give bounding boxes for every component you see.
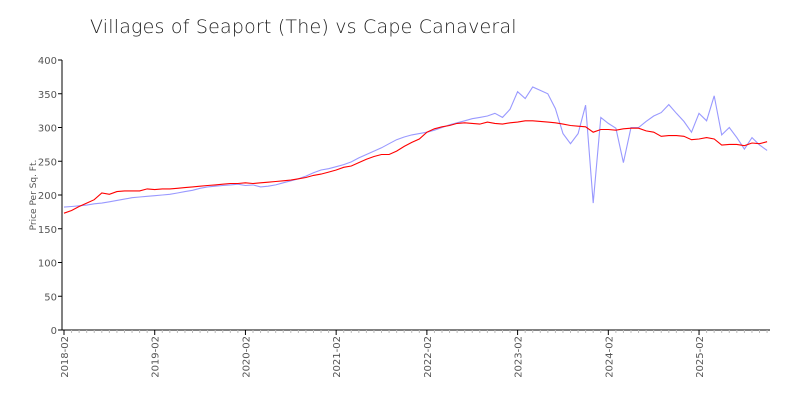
x-tick-label: 2019-02 [151,336,162,378]
y-tick-label: 400 [38,56,57,67]
x-tick-label: 2022-02 [423,336,434,378]
y-axis-label: Price Per Sq. Ft. [29,160,39,231]
x-tick-label: 2018-02 [60,336,71,378]
y-tick-label: 350 [38,90,57,101]
y-tick-label: 0 [51,326,57,337]
series-line-1 [63,86,768,208]
y-tick-label: 100 [38,259,57,270]
y-tick-label: 150 [38,225,57,236]
y-tick-label: 300 [38,124,57,135]
series-line-0 [63,120,768,214]
x-tick-label: 2023-02 [514,336,525,378]
y-tick-label: 50 [44,292,57,303]
chart-title: Villages of Seaport (The) vs Cape Canave… [90,16,517,38]
x-tick-label: 2020-02 [241,336,252,378]
x-tick-label: 2025-02 [695,336,706,378]
x-tick-label: 2024-02 [604,336,615,378]
y-tick-label: 250 [38,157,57,168]
y-tick-label: 200 [38,191,57,202]
x-tick-label: 2021-02 [332,336,343,378]
